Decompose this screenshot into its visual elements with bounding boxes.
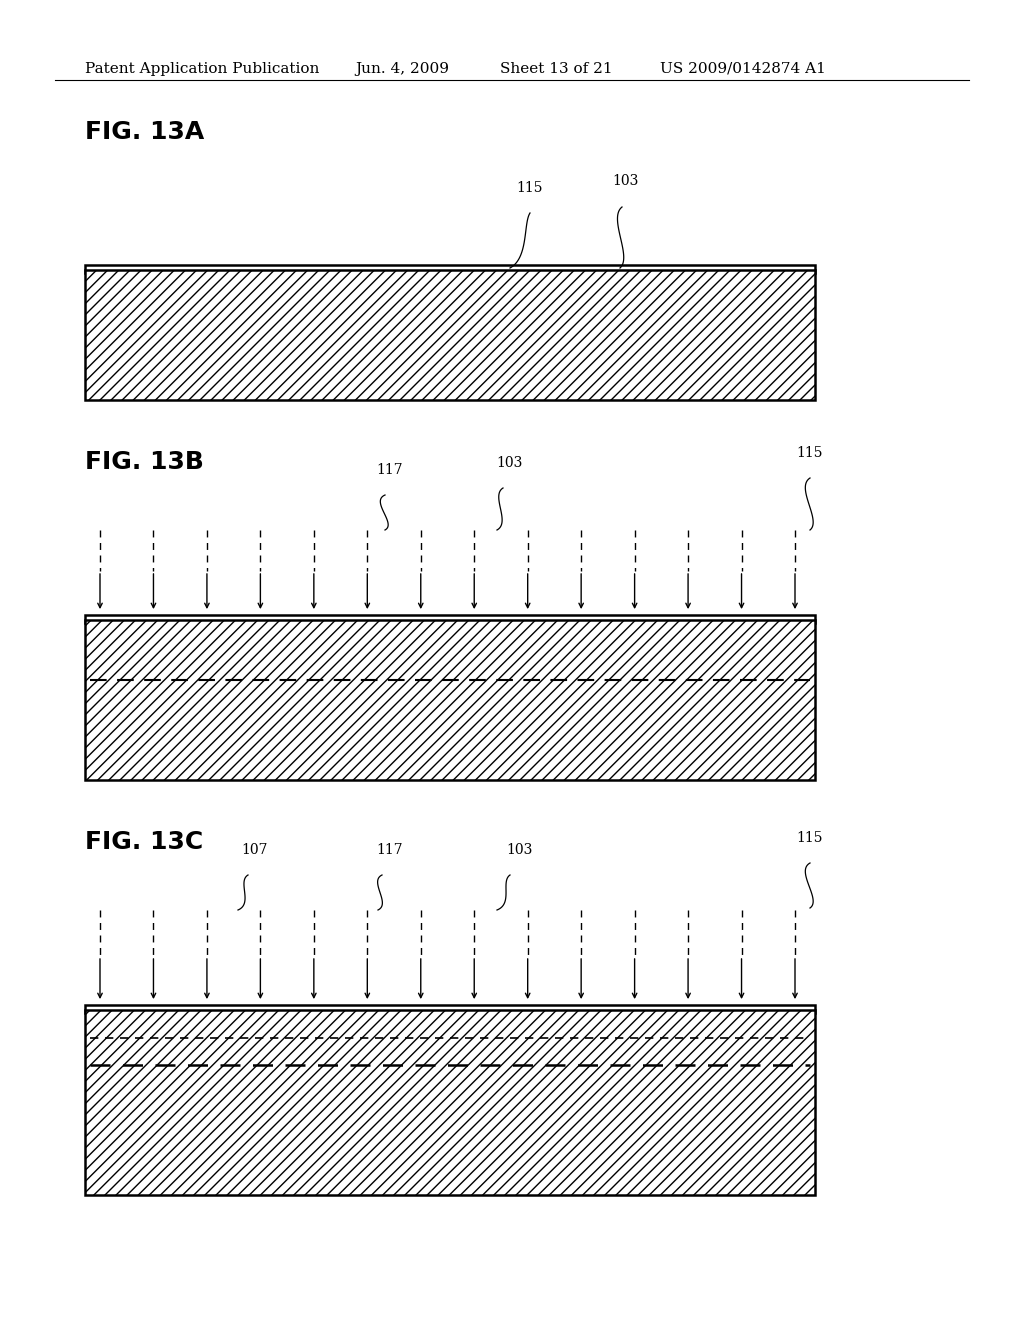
Text: FIG. 13B: FIG. 13B: [85, 450, 204, 474]
Text: 117: 117: [377, 463, 403, 477]
Text: 115: 115: [797, 832, 823, 845]
Text: FIG. 13C: FIG. 13C: [85, 830, 203, 854]
Bar: [85, 265, 815, 273]
Text: Jun. 4, 2009: Jun. 4, 2009: [355, 62, 449, 77]
Text: 115: 115: [797, 446, 823, 459]
Bar: [85, 1005, 815, 1012]
Bar: [85, 615, 815, 623]
Text: 103: 103: [497, 455, 523, 470]
Text: FIG. 13A: FIG. 13A: [85, 120, 204, 144]
Bar: [85, 271, 815, 400]
Text: 103: 103: [611, 174, 638, 187]
Text: Sheet 13 of 21: Sheet 13 of 21: [500, 62, 612, 77]
Text: 107: 107: [242, 843, 268, 857]
Text: Patent Application Publication: Patent Application Publication: [85, 62, 319, 77]
Bar: [85, 1010, 815, 1195]
Text: 117: 117: [377, 843, 403, 857]
Text: US 2009/0142874 A1: US 2009/0142874 A1: [660, 62, 826, 77]
Text: 103: 103: [507, 843, 534, 857]
Bar: [85, 620, 815, 780]
Text: 115: 115: [517, 181, 544, 195]
